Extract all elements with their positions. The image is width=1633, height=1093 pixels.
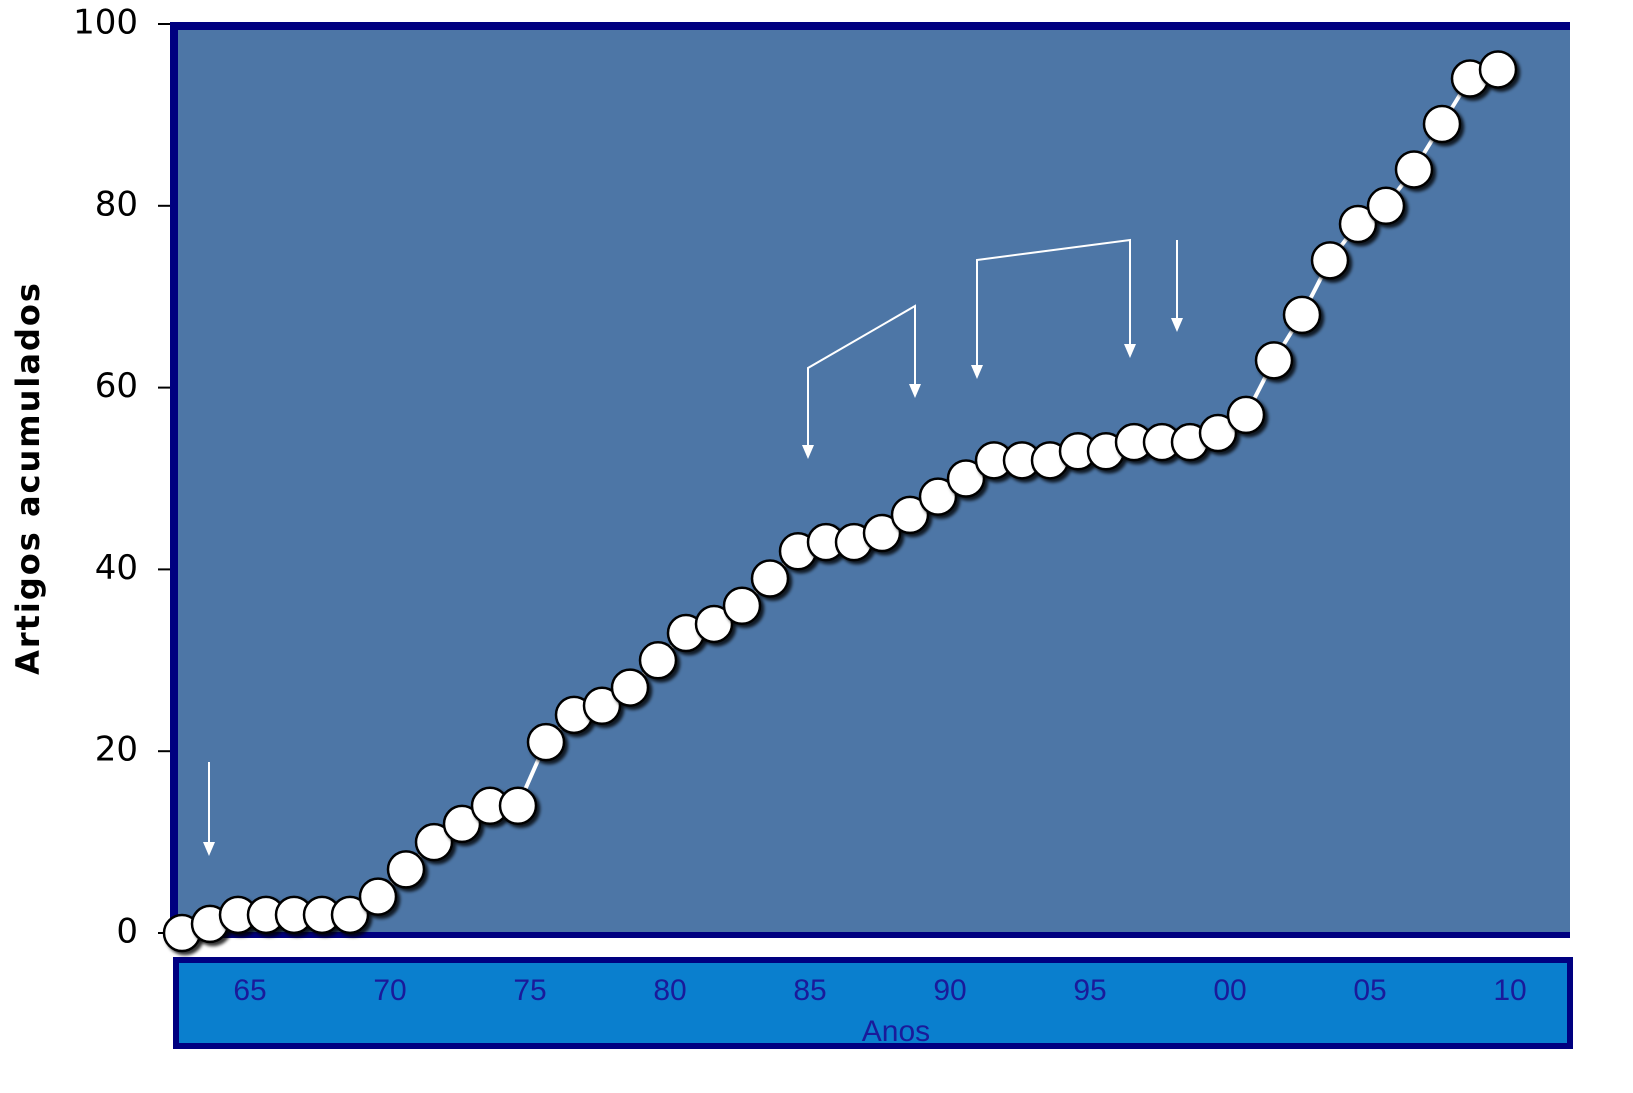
- annotation-arrows: [208, 238, 1178, 852]
- y-tick-label: 0: [116, 912, 138, 952]
- arrow-head: [909, 384, 921, 398]
- data-point: [526, 722, 566, 762]
- data-point: [582, 686, 622, 725]
- x-tick-label: 95: [1073, 974, 1106, 1007]
- x-axis-label: Anos: [862, 1015, 930, 1048]
- x-tick-label: 75: [513, 974, 546, 1007]
- x-band: [173, 957, 1573, 1049]
- data-point: [722, 586, 762, 626]
- x-tick-label: 80: [653, 974, 686, 1007]
- data-point: [1198, 413, 1238, 453]
- data-point: [1310, 241, 1350, 280]
- arrow: [807, 304, 916, 455]
- data-point: [442, 804, 482, 844]
- data-point: [946, 459, 986, 498]
- data-point: [918, 477, 958, 516]
- y-axis-label: Artigos acumulados: [9, 281, 47, 675]
- arrow-head: [802, 445, 814, 459]
- data-point: [498, 786, 538, 825]
- data-point: [1282, 295, 1322, 335]
- y-tick-label: 60: [95, 366, 138, 406]
- arrow-head: [203, 842, 215, 856]
- data-point: [1394, 150, 1434, 189]
- data-point: [358, 877, 398, 916]
- data-point: [1366, 186, 1406, 226]
- data-point: [750, 559, 790, 598]
- arrow: [976, 238, 1131, 376]
- data-point: [638, 641, 678, 680]
- arrow-head: [971, 365, 983, 379]
- x-tick-label: 00: [1213, 974, 1246, 1007]
- data-point: [1478, 50, 1518, 89]
- data-point: [414, 822, 454, 862]
- data-point: [610, 668, 650, 707]
- data-point: [694, 604, 734, 644]
- plot-border: [170, 22, 1570, 935]
- x-tick-label: 85: [793, 974, 826, 1007]
- data-point: [330, 895, 370, 935]
- data-point: [1254, 341, 1294, 380]
- arrow-head: [1171, 318, 1183, 332]
- arrow-head: [1124, 344, 1136, 358]
- data-point: [1226, 395, 1266, 435]
- plot-area: [170, 22, 1570, 935]
- x-tick-label: 10: [1493, 974, 1526, 1007]
- y-tick-label: 100: [73, 3, 138, 43]
- data-point: [862, 513, 902, 553]
- x-tick-label: 65: [233, 974, 266, 1007]
- data-point: [386, 850, 426, 889]
- y-tick-label: 40: [95, 548, 138, 588]
- arrow-heads: [203, 318, 1183, 856]
- x-tick-label: 90: [933, 974, 966, 1007]
- x-tick-label: 05: [1353, 974, 1386, 1007]
- data-point: [890, 495, 930, 535]
- y-tick-label: 20: [95, 730, 138, 770]
- x-tick-label: 70: [373, 974, 406, 1007]
- y-tick-label: 80: [95, 184, 138, 224]
- data-point: [1338, 204, 1378, 244]
- data-point: [1422, 104, 1462, 144]
